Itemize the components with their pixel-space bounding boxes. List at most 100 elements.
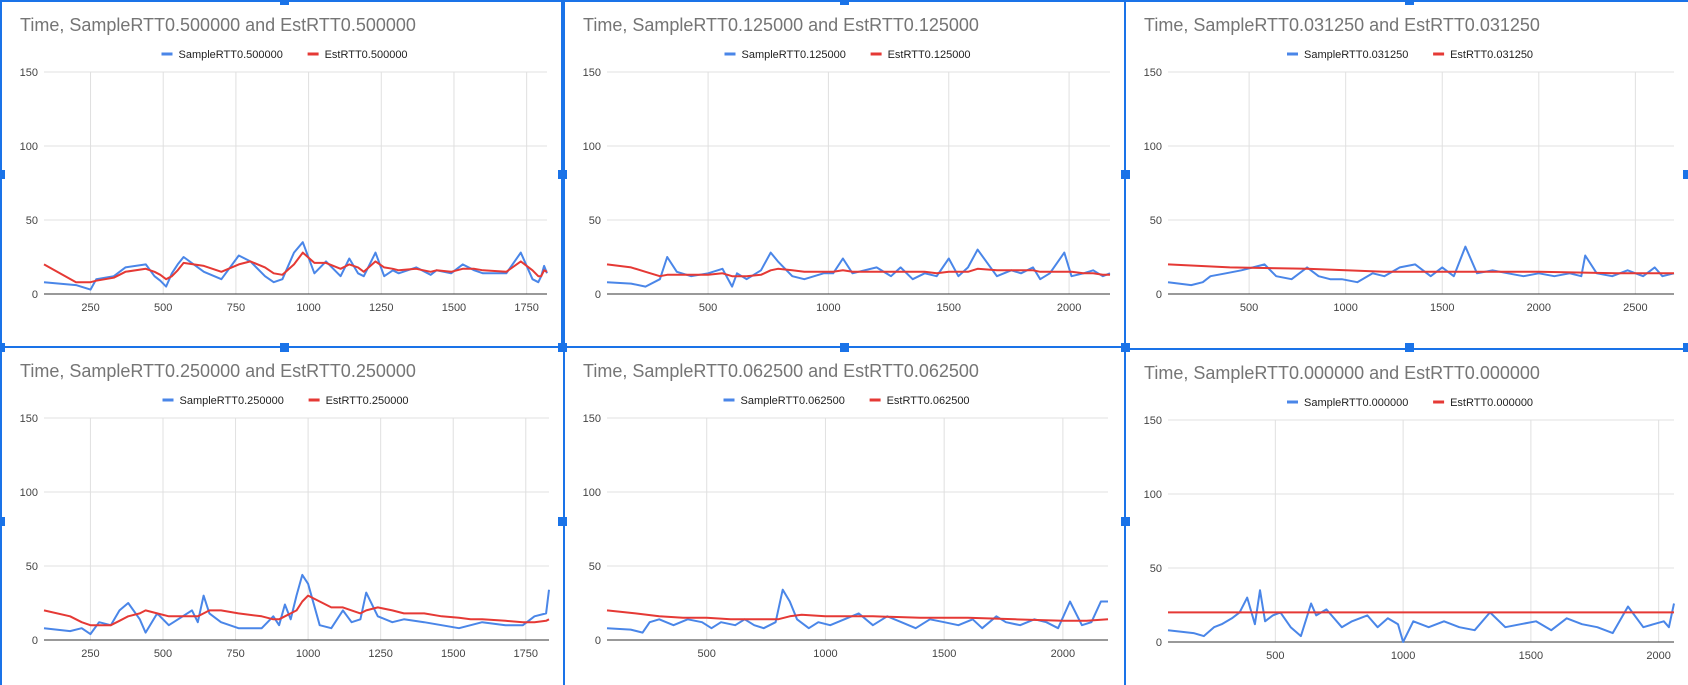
y-tick-label: 150 bbox=[20, 67, 38, 79]
x-tick-label: 500 bbox=[154, 302, 172, 314]
chart-panel-2[interactable]: Time, SampleRTT0.125000 and EstRTT0.1250… bbox=[563, 0, 1126, 348]
x-tick-label: 1250 bbox=[368, 648, 392, 660]
x-tick-label: 1250 bbox=[369, 302, 393, 314]
x-tick-label: 1500 bbox=[1430, 302, 1454, 314]
legend-label: EstRTT0.500000 bbox=[325, 49, 408, 61]
x-tick-label: 1750 bbox=[514, 302, 538, 314]
resize-handle[interactable] bbox=[0, 343, 5, 352]
line-chart: Time, SampleRTT0.031250 and EstRTT0.0312… bbox=[1144, 15, 1675, 314]
legend-label: SampleRTT0.062500 bbox=[741, 395, 845, 407]
legend-label: SampleRTT0.000000 bbox=[1304, 397, 1408, 409]
y-tick-label: 100 bbox=[20, 487, 38, 499]
resize-handle[interactable] bbox=[558, 517, 567, 526]
y-tick-label: 150 bbox=[1144, 415, 1162, 427]
resize-handle[interactable] bbox=[280, 0, 289, 5]
resize-handle[interactable] bbox=[1121, 517, 1130, 526]
x-tick-label: 250 bbox=[81, 648, 99, 660]
resize-handle[interactable] bbox=[1683, 170, 1688, 179]
series-line bbox=[43, 594, 550, 627]
resize-handle[interactable] bbox=[840, 343, 849, 352]
legend-label: EstRTT0.062500 bbox=[887, 395, 970, 407]
chart-title: Time, SampleRTT0.000000 and EstRTT0.0000… bbox=[1144, 363, 1540, 383]
y-tick-label: 150 bbox=[1144, 67, 1162, 79]
chart-panel-1[interactable]: Time, SampleRTT0.500000 and EstRTT0.5000… bbox=[0, 0, 563, 348]
resize-handle[interactable] bbox=[558, 170, 567, 179]
x-tick-label: 1000 bbox=[1391, 650, 1415, 662]
chart-title: Time, SampleRTT0.062500 and EstRTT0.0625… bbox=[583, 361, 979, 381]
line-chart: Time, SampleRTT0.500000 and EstRTT0.5000… bbox=[20, 15, 548, 314]
x-tick-label: 1500 bbox=[442, 302, 466, 314]
resize-handle[interactable] bbox=[1121, 170, 1130, 179]
resize-handle[interactable] bbox=[840, 0, 849, 5]
series-line bbox=[1167, 263, 1674, 275]
chart-title: Time, SampleRTT0.250000 and EstRTT0.2500… bbox=[20, 361, 416, 381]
resize-handle[interactable] bbox=[0, 517, 5, 526]
y-tick-label: 0 bbox=[595, 289, 601, 301]
y-tick-label: 100 bbox=[583, 487, 601, 499]
y-tick-label: 0 bbox=[1156, 289, 1162, 301]
series-line bbox=[43, 573, 550, 636]
x-tick-label: 1000 bbox=[296, 648, 320, 660]
chart-panel-6[interactable]: Time, SampleRTT0.000000 and EstRTT0.0000… bbox=[1126, 348, 1688, 685]
y-tick-label: 50 bbox=[1150, 215, 1162, 227]
series-line bbox=[1167, 589, 1675, 643]
legend-label: SampleRTT0.125000 bbox=[742, 49, 846, 61]
x-tick-label: 1000 bbox=[1333, 302, 1357, 314]
x-tick-label: 750 bbox=[227, 302, 245, 314]
resize-handle[interactable] bbox=[280, 343, 289, 352]
y-tick-label: 50 bbox=[589, 561, 601, 573]
resize-handle[interactable] bbox=[1121, 343, 1130, 352]
x-tick-label: 1000 bbox=[816, 302, 840, 314]
legend-label: SampleRTT0.250000 bbox=[180, 395, 284, 407]
x-tick-label: 2500 bbox=[1623, 302, 1647, 314]
legend-label: EstRTT0.031250 bbox=[1450, 49, 1533, 61]
y-tick-label: 50 bbox=[589, 215, 601, 227]
y-tick-label: 0 bbox=[32, 289, 38, 301]
resize-handle[interactable] bbox=[1405, 0, 1414, 5]
line-chart: Time, SampleRTT0.062500 and EstRTT0.0625… bbox=[583, 361, 1109, 660]
x-tick-label: 2000 bbox=[1646, 650, 1670, 662]
resize-handle[interactable] bbox=[558, 343, 567, 352]
y-tick-label: 0 bbox=[595, 635, 601, 647]
chart-title: Time, SampleRTT0.500000 and EstRTT0.5000… bbox=[20, 15, 416, 35]
y-tick-label: 100 bbox=[1144, 141, 1162, 153]
series-line bbox=[606, 588, 1108, 634]
y-tick-label: 100 bbox=[583, 141, 601, 153]
legend-label: EstRTT0.000000 bbox=[1450, 397, 1533, 409]
line-chart: Time, SampleRTT0.250000 and EstRTT0.2500… bbox=[20, 361, 550, 660]
x-tick-label: 1000 bbox=[296, 302, 320, 314]
chart-title: Time, SampleRTT0.031250 and EstRTT0.0312… bbox=[1144, 15, 1540, 35]
x-tick-label: 500 bbox=[154, 648, 172, 660]
y-tick-label: 150 bbox=[20, 413, 38, 425]
x-tick-label: 2000 bbox=[1057, 302, 1081, 314]
x-tick-label: 500 bbox=[699, 302, 717, 314]
series-line bbox=[43, 241, 548, 291]
resize-handle[interactable] bbox=[0, 170, 5, 179]
y-tick-label: 150 bbox=[583, 67, 601, 79]
resize-handle[interactable] bbox=[1683, 343, 1688, 352]
chart-panel-5[interactable]: Time, SampleRTT0.062500 and EstRTT0.0625… bbox=[563, 348, 1126, 685]
x-tick-label: 500 bbox=[1240, 302, 1258, 314]
chart-title: Time, SampleRTT0.125000 and EstRTT0.1250… bbox=[583, 15, 979, 35]
series-line bbox=[606, 263, 1110, 278]
line-chart: Time, SampleRTT0.125000 and EstRTT0.1250… bbox=[583, 15, 1111, 314]
x-tick-label: 2000 bbox=[1051, 648, 1075, 660]
x-tick-label: 1500 bbox=[441, 648, 465, 660]
x-tick-label: 750 bbox=[226, 648, 244, 660]
series-line bbox=[606, 609, 1109, 622]
chart-panel-4[interactable]: Time, SampleRTT0.250000 and EstRTT0.2500… bbox=[0, 348, 563, 685]
y-tick-label: 50 bbox=[26, 215, 38, 227]
chart-panel-3[interactable]: Time, SampleRTT0.031250 and EstRTT0.0312… bbox=[1126, 0, 1688, 348]
series-line bbox=[606, 248, 1111, 288]
x-tick-label: 500 bbox=[698, 648, 716, 660]
line-chart: Time, SampleRTT0.000000 and EstRTT0.0000… bbox=[1144, 363, 1675, 662]
y-tick-label: 0 bbox=[32, 635, 38, 647]
x-tick-label: 1500 bbox=[937, 302, 961, 314]
x-tick-label: 2000 bbox=[1527, 302, 1551, 314]
y-tick-label: 0 bbox=[1156, 637, 1162, 649]
series-line bbox=[1167, 245, 1675, 287]
resize-handle[interactable] bbox=[1405, 343, 1414, 352]
x-tick-label: 250 bbox=[81, 302, 99, 314]
y-tick-label: 50 bbox=[1150, 563, 1162, 575]
x-tick-label: 1000 bbox=[813, 648, 837, 660]
